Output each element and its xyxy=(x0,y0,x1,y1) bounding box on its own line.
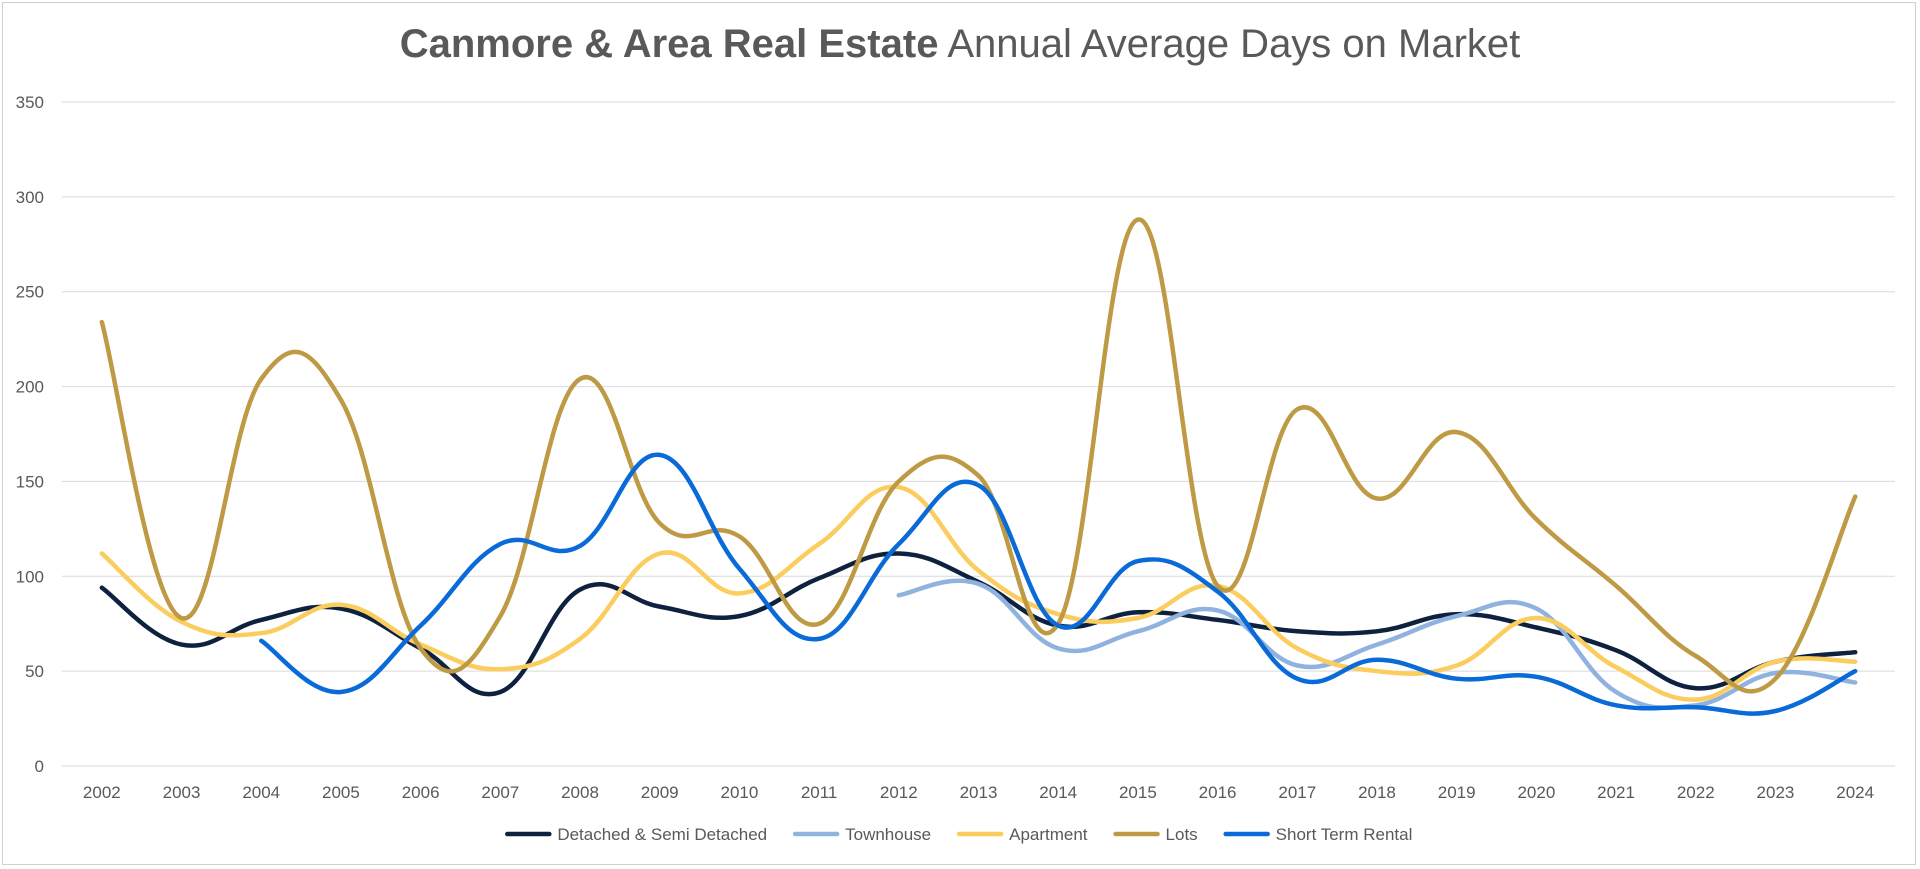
legend: Detached & Semi Detached Townhouse Apartme… xyxy=(505,825,1413,844)
x-tick-label: 2009 xyxy=(641,783,679,802)
y-tick-label: 300 xyxy=(16,188,44,207)
series-line-short-term-rental xyxy=(258,452,1858,716)
series-line-detached-semi-detached xyxy=(99,551,1858,697)
x-tick-label: 2004 xyxy=(242,783,280,802)
legend-item-detached-semi-detached: Detached & Semi Detached xyxy=(505,825,767,844)
x-tick-label: 2015 xyxy=(1119,783,1157,802)
legend-label: Detached & Semi Detached xyxy=(557,825,767,844)
legend-item-short-term-rental: Short Term Rental xyxy=(1223,825,1413,844)
x-tick-label: 2005 xyxy=(322,783,360,802)
x-tick-label: 2013 xyxy=(960,783,998,802)
y-tick-label: 150 xyxy=(16,472,44,491)
chart-title: Canmore & Area Real Estate Annual Averag… xyxy=(0,22,1920,67)
legend-label: Townhouse xyxy=(845,825,931,844)
series-line-apartment xyxy=(99,484,1858,702)
x-tick-label: 2021 xyxy=(1597,783,1635,802)
series-lines xyxy=(99,217,1858,716)
legend-item-townhouse: Townhouse xyxy=(792,825,931,844)
x-tick-label: 2018 xyxy=(1358,783,1396,802)
x-tick-label: 2011 xyxy=(801,783,838,802)
legend-label: Short Term Rental xyxy=(1276,825,1413,844)
x-tick-label: 2019 xyxy=(1438,783,1476,802)
y-tick-label: 350 xyxy=(16,93,44,112)
x-tick-label: 2008 xyxy=(561,783,599,802)
x-tick-label: 2024 xyxy=(1836,783,1874,802)
x-tick-label: 2016 xyxy=(1199,783,1237,802)
y-tick-label: 200 xyxy=(16,378,44,397)
series-line-lots xyxy=(99,217,1858,694)
y-tick-label: 0 xyxy=(35,757,44,776)
legend-item-lots: Lots xyxy=(1113,825,1198,844)
y-tick-label: 100 xyxy=(16,567,44,586)
grid xyxy=(62,101,1895,767)
legend-label: Apartment xyxy=(1009,825,1088,844)
x-tick-label: 2017 xyxy=(1278,783,1316,802)
y-tick-label: 250 xyxy=(16,283,44,302)
legend-label: Lots xyxy=(1166,825,1198,844)
y-tick-label: 50 xyxy=(25,662,44,681)
x-tick-label: 2007 xyxy=(481,783,519,802)
x-tick-label: 2003 xyxy=(163,783,201,802)
x-tick-label: 2022 xyxy=(1677,783,1715,802)
chart-title-rest: Annual Average Days on Market xyxy=(947,22,1521,66)
x-tick-label: 2002 xyxy=(83,783,121,802)
legend-item-apartment: Apartment xyxy=(956,825,1088,844)
x-tick-label: 2012 xyxy=(880,783,918,802)
x-tick-label: 2014 xyxy=(1039,783,1077,802)
x-axis: 2002 2003 2004 2005 2006 2007 2008 2009 2010 2011… xyxy=(83,783,1874,802)
y-axis: 0 50 100 150 200 250 300 350 xyxy=(16,93,44,776)
x-tick-label: 2023 xyxy=(1757,783,1795,802)
x-tick-label: 2020 xyxy=(1517,783,1555,802)
x-tick-label: 2006 xyxy=(402,783,440,802)
x-tick-label: 2010 xyxy=(720,783,758,802)
chart-title-bold: Canmore & Area Real Estate xyxy=(399,22,939,66)
